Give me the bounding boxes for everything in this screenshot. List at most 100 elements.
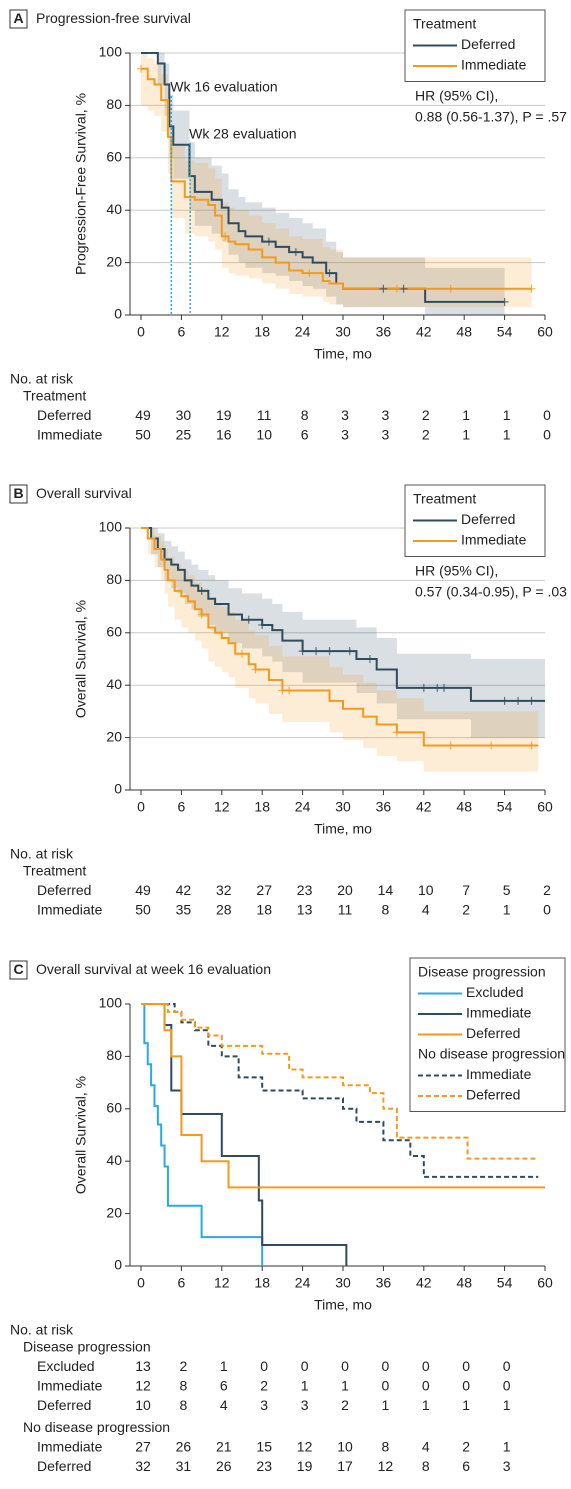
at-risk-count: 23 [297, 882, 313, 898]
at-risk-count: 19 [297, 1458, 313, 1474]
x-tick-label: 30 [335, 1275, 351, 1291]
hazard-ratio: 0.57 (0.34-0.95), P = .03 [415, 584, 567, 600]
y-axis-label: Overall Survival, % [73, 1076, 89, 1194]
at-risk-count: 0 [341, 1358, 349, 1374]
x-tick-label: 18 [254, 324, 270, 340]
y-tick-label: 0 [114, 781, 122, 797]
at-risk-count: 12 [135, 1378, 151, 1394]
risk-row-label: Deferred [37, 407, 91, 423]
x-tick-label: 24 [295, 799, 311, 815]
censor-mark [238, 649, 246, 658]
at-risk-count: 10 [256, 427, 272, 443]
panel-label: B [13, 485, 23, 501]
at-risk-count: 15 [256, 1439, 272, 1455]
at-risk-count: 2 [462, 1439, 470, 1455]
at-risk-count: 8 [382, 902, 390, 918]
y-axis-label: Overall Survival, % [73, 600, 89, 718]
censor-mark [258, 620, 267, 629]
y-tick-label: 20 [106, 253, 122, 269]
x-axis-label: Time, mo [314, 1297, 372, 1313]
at-risk-count: 1 [382, 1397, 390, 1413]
x-tick-label: 36 [376, 324, 392, 340]
legend-label: Excluded [466, 984, 524, 1000]
survival-curve [141, 1003, 539, 1178]
censor-mark [527, 284, 536, 293]
x-tick-label: 0 [137, 324, 145, 340]
at-risk-count: 2 [260, 1378, 268, 1394]
at-risk-count: 13 [297, 902, 313, 918]
panel-label: A [13, 10, 23, 26]
x-tick-label: 48 [456, 324, 472, 340]
at-risk-count: 1 [462, 427, 470, 443]
at-risk-count: 10 [418, 882, 434, 898]
at-risk-count: 25 [176, 427, 192, 443]
risk-group: Disease progression [23, 1339, 151, 1355]
at-risk-count: 3 [382, 427, 390, 443]
x-tick-label: 6 [178, 324, 186, 340]
y-tick-label: 100 [99, 995, 123, 1011]
at-risk-count: 16 [216, 427, 232, 443]
y-tick-label: 40 [106, 676, 122, 692]
at-risk-count: 3 [341, 407, 349, 423]
at-risk-count: 10 [135, 1397, 151, 1413]
at-risk-count: 4 [422, 902, 430, 918]
censor-mark [500, 297, 509, 306]
censor-mark [379, 284, 388, 293]
at-risk-count: 0 [543, 407, 551, 423]
at-risk-count: 26 [176, 1439, 192, 1455]
annotation: Wk 16 evaluation [170, 79, 277, 95]
at-risk-count: 27 [135, 1439, 151, 1455]
x-axis-label: Time, mo [314, 346, 372, 362]
y-tick-label: 0 [114, 306, 122, 322]
x-tick-label: 42 [416, 1275, 432, 1291]
survival-curve [141, 1003, 545, 1189]
at-risk-count: 3 [341, 427, 349, 443]
risk-row-label: Immediate [37, 902, 103, 918]
at-risk-count: 12 [378, 1458, 394, 1474]
at-risk-count: 1 [503, 1439, 511, 1455]
legend-label: Immediate [466, 1066, 532, 1082]
at-risk-count: 2 [180, 1358, 188, 1374]
at-risk-count: 3 [260, 1397, 268, 1413]
censor-mark [365, 655, 374, 663]
at-risk-count: 1 [220, 1358, 228, 1374]
legend-box [409, 957, 566, 1112]
x-tick-label: 12 [214, 799, 230, 815]
y-tick-label: 80 [106, 96, 122, 112]
legend-label: Deferred [461, 36, 515, 52]
risk-row-label: Deferred [37, 1397, 91, 1413]
at-risk-count: 6 [220, 1378, 228, 1394]
censor-mark [197, 610, 206, 619]
censor-mark [312, 647, 321, 656]
y-tick-label: 60 [106, 149, 122, 165]
at-risk-count: 32 [135, 1458, 151, 1474]
at-risk-count: 1 [462, 407, 470, 423]
hazard-ratio: HR (95% CI), [415, 88, 498, 104]
censor-mark [392, 728, 401, 737]
x-tick-label: 42 [416, 324, 432, 340]
at-risk-count: 1 [503, 1397, 511, 1413]
censor-mark [345, 647, 354, 656]
censor-mark [285, 686, 294, 695]
at-risk-count: 11 [257, 407, 272, 423]
x-tick-label: 12 [214, 324, 230, 340]
at-risk-count: 26 [216, 1458, 232, 1474]
at-risk-count: 0 [462, 1378, 470, 1394]
risk-group: No disease progression [23, 1419, 170, 1435]
at-risk-count: 42 [176, 882, 192, 898]
panel-label-box [9, 484, 28, 504]
at-risk-count: 1 [503, 407, 511, 423]
at-risk-count: 0 [503, 1358, 511, 1374]
legend-label: Deferred [461, 511, 515, 527]
x-tick-label: 0 [137, 799, 145, 815]
survival-curve [141, 527, 545, 702]
x-tick-label: 0 [137, 1275, 145, 1291]
survival-curve [141, 527, 539, 747]
at-risk-count: 1 [462, 1397, 470, 1413]
y-tick-label: 100 [99, 44, 123, 60]
at-risk-count: 4 [220, 1397, 228, 1413]
at-risk-count: 0 [382, 1378, 390, 1394]
at-risk-count: 3 [382, 407, 390, 423]
